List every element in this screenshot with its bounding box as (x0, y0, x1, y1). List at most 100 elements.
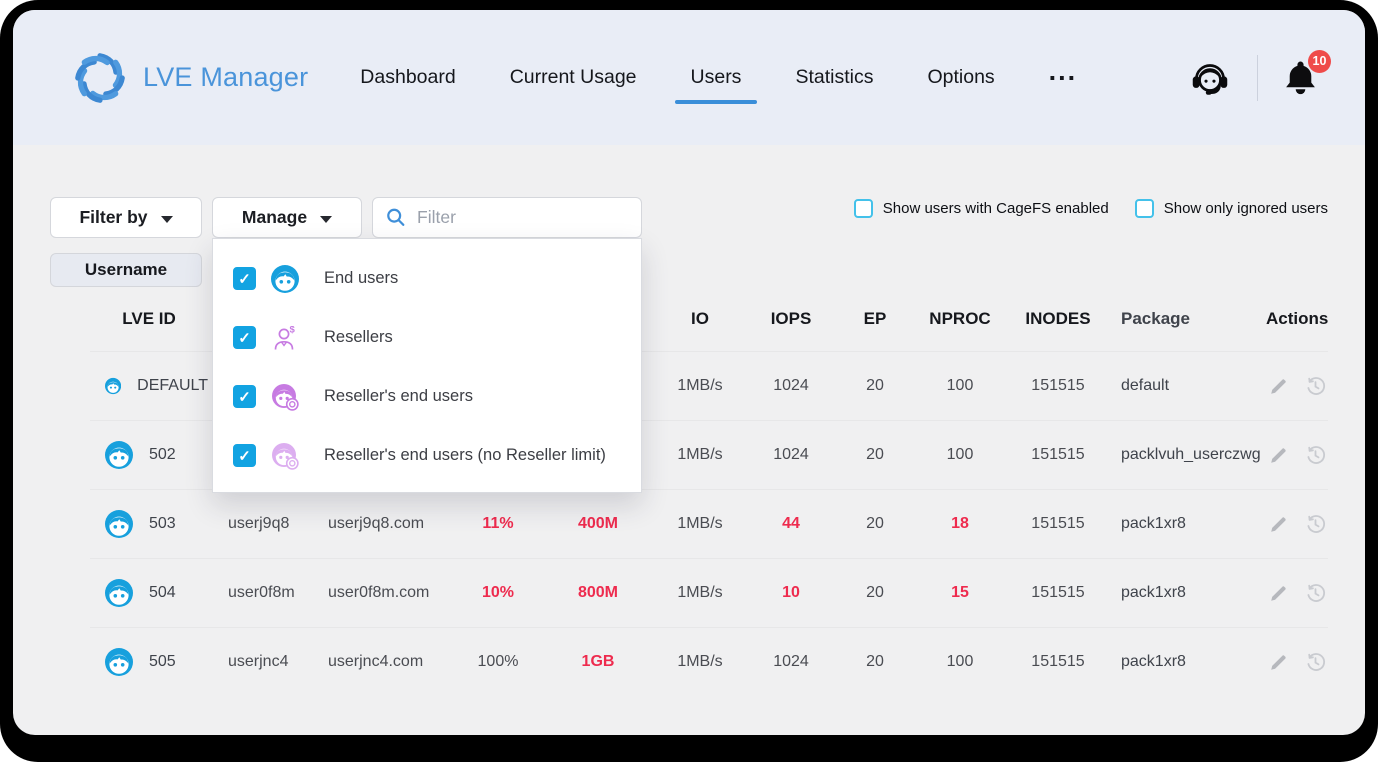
checked-checkbox[interactable] (233, 385, 256, 408)
manage-label: Manage (241, 207, 308, 227)
lve-id-cell: 505 (90, 648, 208, 676)
actions-cell (1266, 652, 1328, 673)
iops-cell: 10 (782, 584, 800, 601)
header-nproc[interactable]: NPROC (929, 309, 991, 328)
end-user-avatar-icon (105, 579, 133, 607)
io-cell: 1MB/s (677, 584, 723, 601)
pencil-icon (1271, 585, 1286, 601)
filter-by-label: Filter by (79, 207, 148, 227)
package-cell: pack1xr8 (1121, 584, 1186, 601)
cagefs-checkbox[interactable] (853, 199, 873, 218)
package-cell: pack1xr8 (1121, 515, 1186, 532)
domain-cell: user0f8m.com (328, 584, 430, 601)
history-icon (1307, 652, 1326, 671)
nproc-cell: 100 (946, 653, 974, 670)
table-header: LVE ID IO IOPS EP NPROC INODES Package A… (90, 287, 1328, 351)
edit-button[interactable] (1269, 584, 1288, 603)
history-button[interactable] (1305, 652, 1326, 673)
io-cell: 1MB/s (677, 515, 723, 532)
checked-checkbox[interactable] (233, 326, 256, 349)
table-row: 503 userj9q8 userj9q8.com 11% 400M 1MB/s… (90, 489, 1328, 558)
package-cell: packlvuh_userczwg (1121, 446, 1261, 463)
main-nav: Dashboard Current Usage Users Statistics… (360, 56, 1077, 104)
ep-cell: 20 (866, 377, 884, 394)
table-row: DEFAULT 1MB/s 1024 20 100 151515 default (90, 351, 1328, 420)
dropdown-item-reseller-end-users[interactable]: Reseller's end users (213, 367, 641, 426)
dropdown-item-end-users[interactable]: End users (213, 249, 641, 308)
pencil-icon (1271, 516, 1286, 532)
header-iops[interactable]: IOPS (770, 309, 812, 328)
io-cell: 1MB/s (677, 377, 723, 394)
checked-checkbox[interactable] (233, 267, 256, 290)
memory-cell: 1GB (581, 653, 615, 670)
edit-button[interactable] (1269, 515, 1288, 534)
table-row: 504 user0f8m user0f8m.com 10% 800M 1MB/s… (90, 558, 1328, 627)
history-button[interactable] (1305, 445, 1326, 466)
lve-id-cell: DEFAULT (90, 372, 208, 400)
notification-badge: 10 (1308, 49, 1331, 73)
cagefs-checkbox-row[interactable]: Show users with CageFS enabled (853, 199, 1109, 218)
nav-current-usage[interactable]: Current Usage (509, 66, 637, 88)
ignored-checkbox[interactable] (1134, 199, 1154, 218)
dropdown-item-label: Reseller's end users (no Reseller limit) (324, 446, 606, 464)
filter-search-box (372, 197, 642, 238)
iops-cell: 44 (782, 515, 800, 532)
actions-cell (1266, 376, 1328, 397)
users-table: LVE ID IO IOPS EP NPROC INODES Package A… (90, 287, 1328, 696)
filter-input[interactable] (417, 207, 628, 228)
history-icon (1307, 583, 1326, 602)
iops-cell: 1024 (773, 377, 809, 394)
pencil-icon (1271, 378, 1286, 394)
headset-icon (1192, 63, 1228, 95)
ignored-label: Show only ignored users (1163, 200, 1328, 217)
manage-button[interactable]: Manage (212, 197, 362, 238)
edit-button[interactable] (1269, 377, 1288, 396)
lve-id-value: 504 (149, 584, 176, 601)
username-filter-button[interactable]: Username (50, 253, 202, 287)
notifications-button[interactable]: 10 (1282, 49, 1331, 98)
cpu-cell: 11% (482, 515, 514, 532)
support-button[interactable] (1187, 55, 1233, 101)
header-lve-id[interactable]: LVE ID (122, 309, 176, 328)
header-actions: Actions (1266, 309, 1329, 328)
actions-cell (1266, 583, 1328, 604)
divider (1257, 54, 1258, 101)
header-ep[interactable]: EP (863, 309, 887, 328)
inodes-cell: 151515 (1031, 653, 1085, 670)
actions-cell (1266, 514, 1328, 535)
filter-by-button[interactable]: Filter by (50, 197, 202, 238)
nav-dashboard[interactable]: Dashboard (360, 66, 456, 88)
nav-users[interactable]: Users (674, 66, 758, 104)
edit-button[interactable] (1269, 653, 1288, 672)
nav-options[interactable]: Options (927, 66, 995, 88)
lve-id-value: 503 (149, 515, 176, 532)
history-icon (1307, 514, 1326, 533)
nav-statistics[interactable]: Statistics (795, 66, 874, 88)
header-package[interactable]: Package (1121, 309, 1190, 328)
lve-logo-icon (75, 52, 125, 103)
lve-id-cell: 504 (90, 579, 208, 607)
edit-button[interactable] (1269, 446, 1288, 465)
nproc-cell: 100 (946, 446, 974, 463)
history-button[interactable] (1305, 583, 1326, 604)
io-cell: 1MB/s (677, 653, 723, 670)
history-button[interactable] (1305, 376, 1326, 397)
nav-more[interactable]: ... (1048, 56, 1078, 86)
table-row: 502 1MB/s 1024 20 100 151515 packlvuh_us… (90, 420, 1328, 489)
actions-cell (1266, 445, 1328, 466)
username-cell: user0f8m (228, 584, 295, 601)
dropdown-item-reseller-end-users-no-limit[interactable]: Reseller's end users (no Reseller limit) (213, 426, 641, 485)
checked-checkbox[interactable] (233, 444, 256, 467)
reseller-icon: $ (270, 324, 300, 352)
history-button[interactable] (1305, 514, 1326, 535)
ignored-checkbox-row[interactable]: Show only ignored users (1134, 199, 1328, 218)
dropdown-item-resellers[interactable]: $ Resellers (213, 308, 641, 367)
table-row: 505 userjnc4 userjnc4.com 100% 1GB 1MB/s… (90, 627, 1328, 696)
header-inodes[interactable]: INODES (1025, 309, 1091, 328)
chevron-down-icon (320, 215, 333, 223)
header-io[interactable]: IO (691, 309, 709, 328)
package-cell: default (1121, 377, 1170, 394)
inodes-cell: 151515 (1031, 584, 1085, 601)
